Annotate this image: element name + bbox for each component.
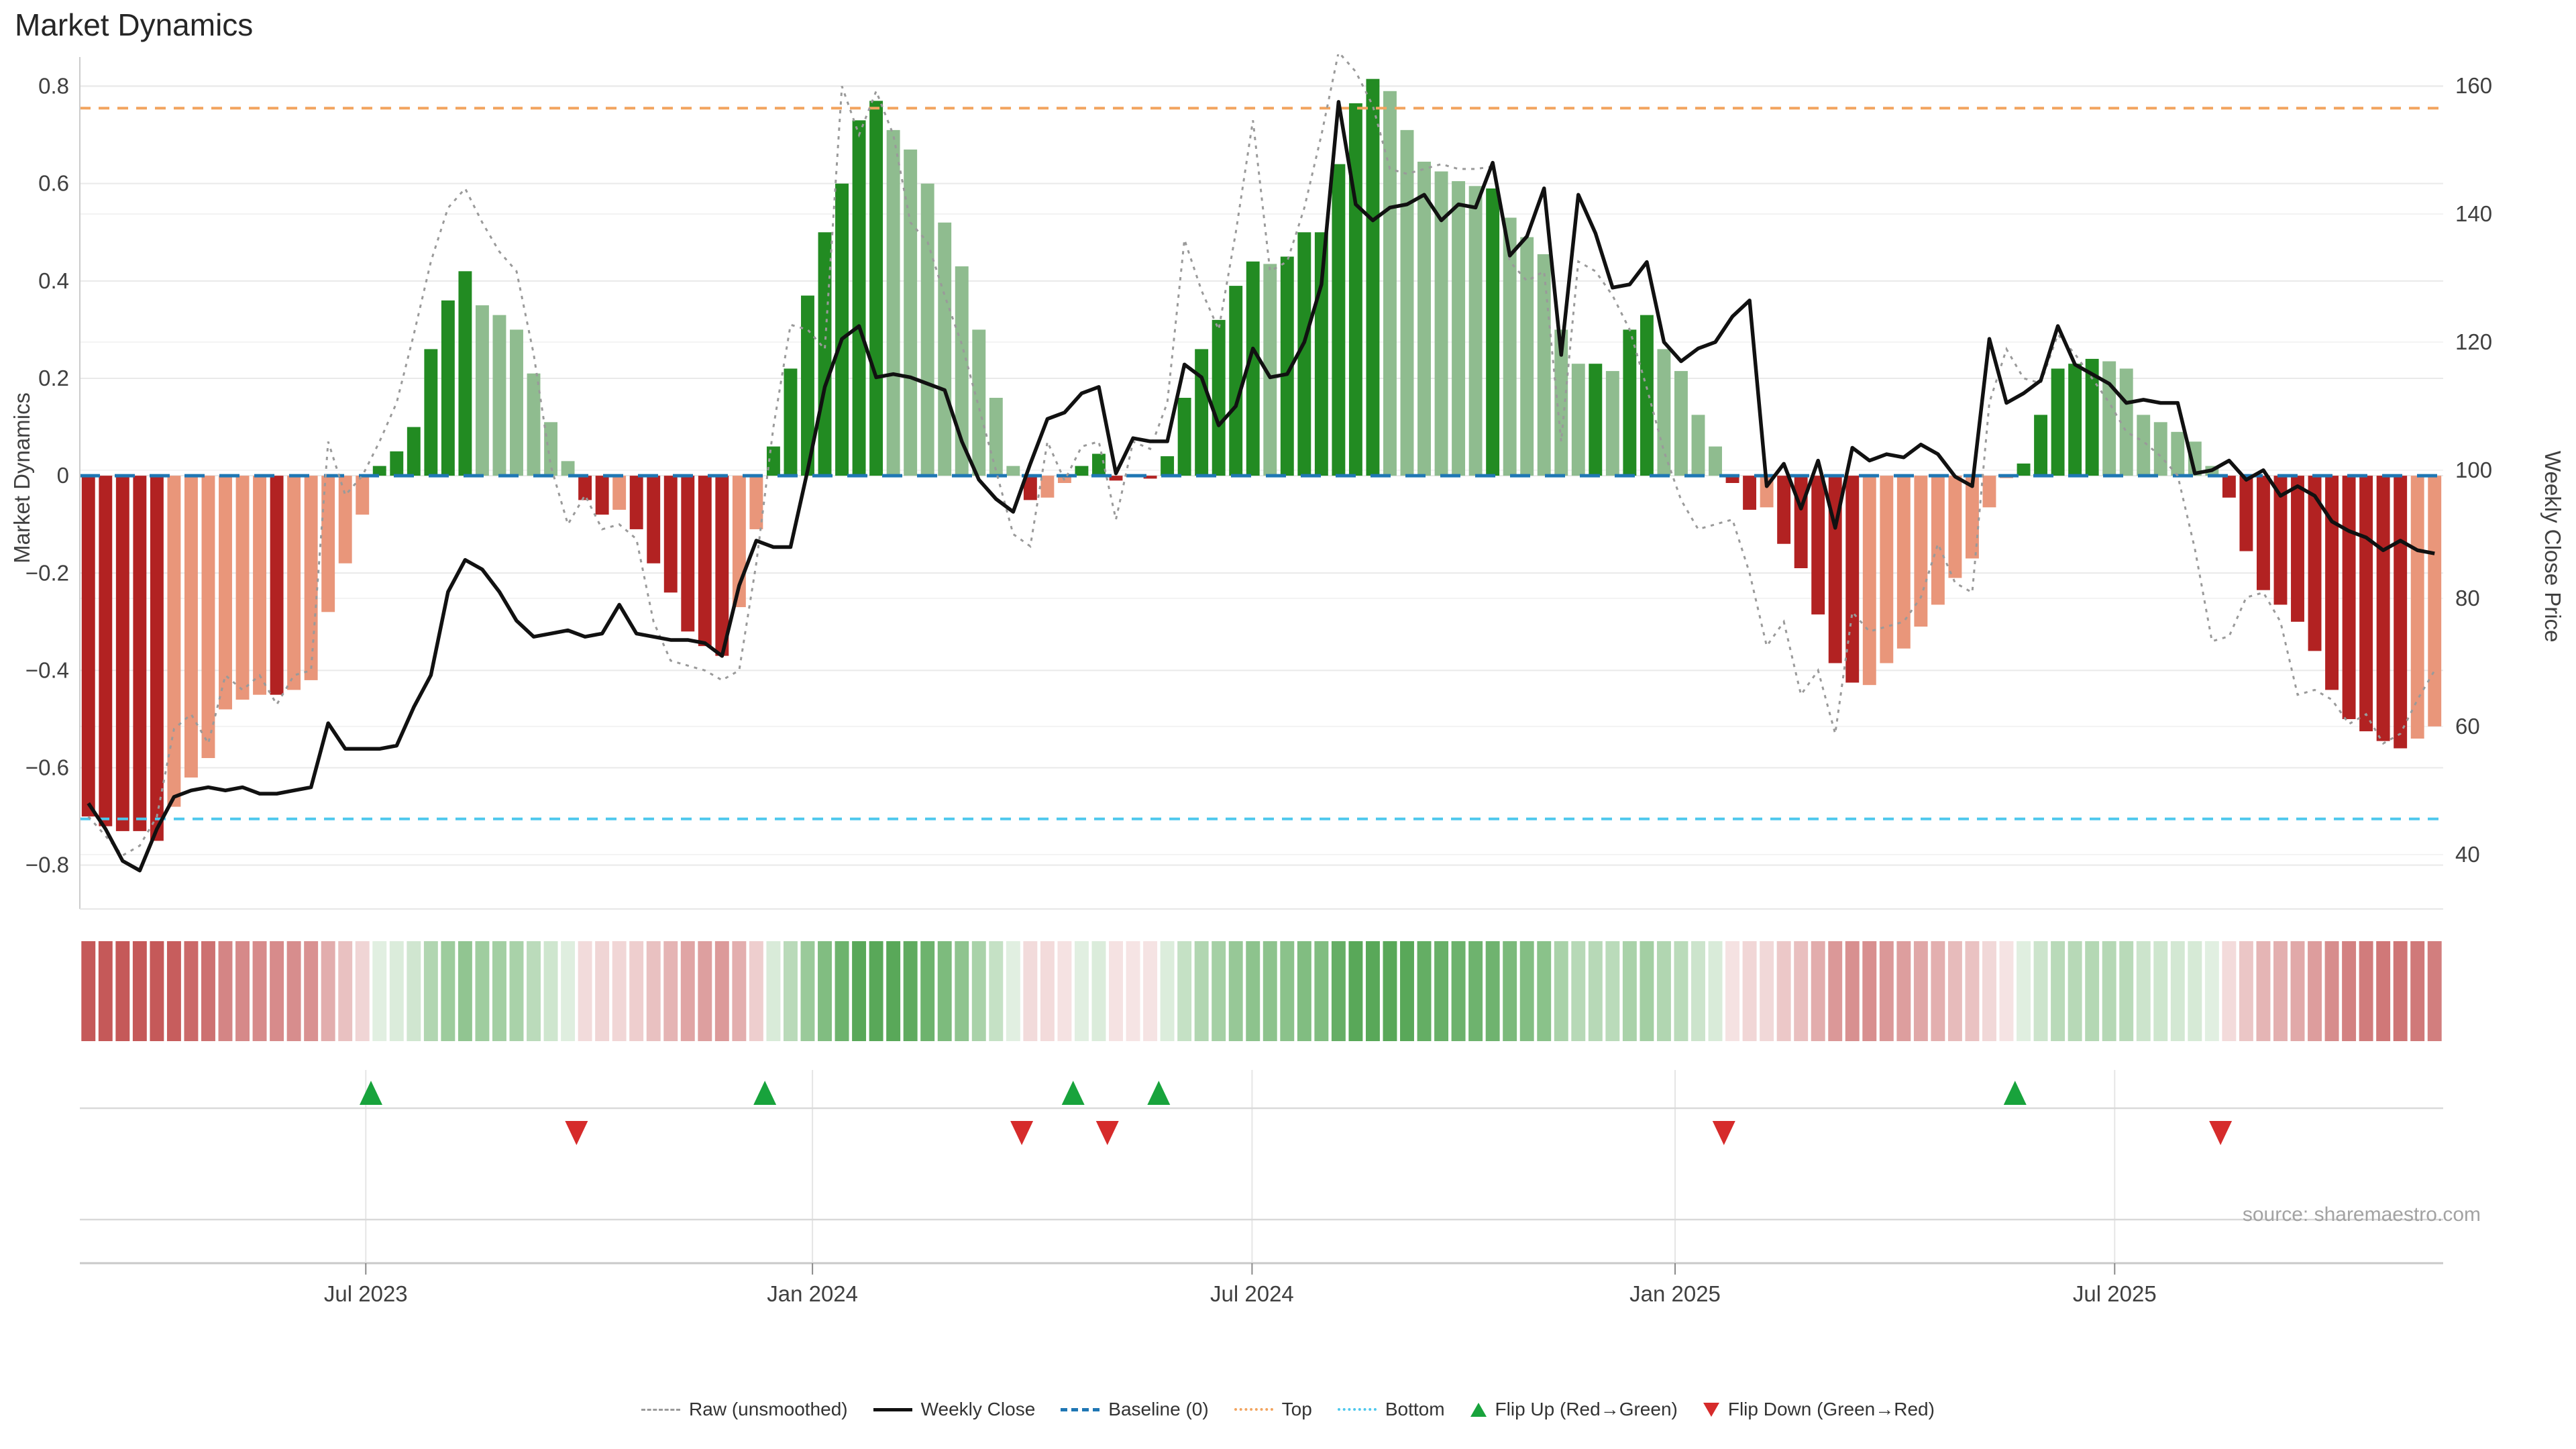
left-tick-label: −0.8	[25, 853, 69, 877]
legend-item: Top	[1234, 1399, 1312, 1420]
triangle-down-icon	[1703, 1402, 1719, 1417]
legend-label: Flip Down (Green→Red)	[1727, 1399, 1935, 1419]
dynamics-gridlines	[80, 85, 2443, 866]
weekly-close-line	[87, 100, 2435, 873]
triangle-up-icon	[1061, 1081, 1085, 1105]
right-tick-label: 140	[2455, 201, 2492, 226]
dynamics-bars	[81, 78, 2442, 841]
dashed-line-icon	[1061, 1407, 1100, 1411]
source-credit: source: sharemaestro.com	[2242, 1203, 2481, 1226]
x-tick-label: Jan 2025	[1629, 1281, 1721, 1306]
flip-down-markers	[565, 1121, 2233, 1145]
legend: Raw (unsmoothed) Weekly Close Baseline (0)…	[0, 1399, 2576, 1420]
right-tick-label: 160	[2455, 73, 2492, 98]
legend-item: Bottom	[1337, 1399, 1445, 1420]
left-axis-ticks: 0.8 0.6 0.4 0.2 0 −0.2 −0.4 −0.6 −0.8	[25, 74, 69, 877]
x-tick-label: Jul 2025	[2073, 1281, 2157, 1306]
legend-label: Weekly Close	[920, 1399, 1036, 1419]
right-tick-label: 40	[2455, 842, 2480, 867]
right-axis-ticks: 160 140 120 100 80 60 40	[2455, 73, 2492, 867]
left-tick-label: 0.4	[38, 268, 69, 293]
left-tick-label: −0.6	[25, 755, 69, 780]
x-tick-label: Jul 2024	[1210, 1281, 1294, 1306]
left-tick-label: 0	[57, 463, 69, 488]
legend-item: Raw (unsmoothed)	[641, 1399, 848, 1420]
dashed-line-icon	[641, 1408, 681, 1411]
right-tick-label: 60	[2455, 714, 2480, 739]
dotted-line-icon	[1337, 1408, 1377, 1411]
right-tick-label: 100	[2455, 458, 2492, 482]
left-tick-label: −0.4	[25, 657, 69, 682]
x-axis: Jul 2023 Jan 2024 Jul 2024 Jan 2025 Jul 2025	[80, 1262, 2443, 1306]
legend-label: Top	[1281, 1399, 1312, 1419]
legend-item: Weekly Close	[873, 1399, 1036, 1420]
left-tick-label: −0.2	[25, 560, 69, 585]
chart-title: Market Dynamics	[15, 7, 254, 42]
legend-item: Flip Up (Red→Green)	[1470, 1399, 1678, 1420]
flip-up-markers	[359, 1081, 2027, 1105]
right-tick-label: 80	[2455, 586, 2480, 610]
left-axis-title: Market Dynamics	[9, 392, 34, 564]
reference-lines	[80, 107, 2443, 820]
axis-spines	[79, 57, 2443, 910]
left-tick-label: 0.6	[38, 171, 69, 196]
x-tick-label: Jan 2024	[767, 1281, 858, 1306]
triangle-up-icon	[2003, 1081, 2027, 1105]
triangle-down-icon	[1712, 1121, 1735, 1145]
triangle-up-icon	[753, 1081, 777, 1105]
raw-line	[87, 54, 2436, 857]
legend-label: Baseline (0)	[1108, 1399, 1209, 1419]
legend-label: Raw (unsmoothed)	[689, 1399, 848, 1419]
legend-item: Flip Down (Green→Red)	[1703, 1399, 1935, 1420]
marker-panel	[80, 1070, 2443, 1262]
legend-label: Flip Up (Red→Green)	[1495, 1399, 1678, 1419]
heatmap-strip	[81, 941, 2442, 1041]
dotted-line-icon	[1234, 1408, 1273, 1411]
triangle-down-icon	[2209, 1121, 2233, 1145]
left-tick-label: 0.2	[38, 366, 69, 390]
triangle-up-icon	[1470, 1402, 1487, 1417]
legend-label: Bottom	[1385, 1399, 1445, 1419]
left-tick-label: 0.8	[38, 74, 69, 99]
triangle-down-icon	[1095, 1121, 1119, 1145]
legend-item: Baseline (0)	[1061, 1399, 1209, 1420]
x-tick-label: Jul 2023	[324, 1281, 408, 1306]
triangle-down-icon	[1010, 1121, 1034, 1145]
solid-line-icon	[873, 1407, 912, 1411]
right-tick-label: 120	[2455, 329, 2492, 354]
triangle-up-icon	[359, 1081, 382, 1105]
triangle-down-icon	[565, 1121, 588, 1145]
right-axis-title: Weekly Close Price	[2540, 451, 2565, 643]
triangle-up-icon	[1147, 1081, 1171, 1105]
